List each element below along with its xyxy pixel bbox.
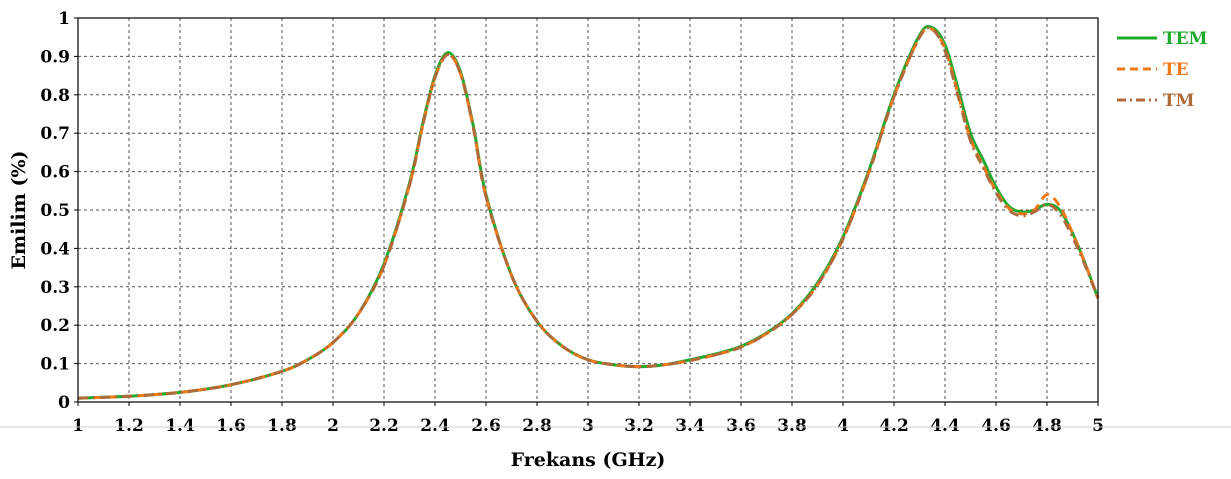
plot-grid [78,18,1098,402]
x-tick-label: 1 [72,416,84,436]
y-tick-label: 0.4 [40,239,70,259]
x-tick-label: 3.4 [675,416,705,436]
x-tick-label: 3.2 [624,416,654,436]
y-tick-label: 0.7 [40,124,70,144]
x-tick-label: 4.4 [930,416,960,436]
x-tick-label: 1.4 [165,416,195,436]
x-tick-label: 4.6 [981,416,1011,436]
y-tick-label: 0 [58,393,70,413]
x-tick-label: 2.8 [522,416,552,436]
x-tick-label: 1.8 [267,416,297,436]
legend-label-tem: TEM [1163,29,1208,49]
x-tick-label: 4 [837,416,849,436]
legend: TEM TE TM [1117,29,1208,111]
y-tick-label: 0.8 [40,86,70,106]
x-tick-label: 3 [582,416,594,436]
y-tick-label: 0.3 [40,278,70,298]
x-axis-title: Frekans (GHz) [511,449,666,471]
x-axis-ticks: 1 1.2 1.4 1.6 1.8 2 2.2 2.4 2.6 2.8 3 3.2 3.4 3.6 3.8 4… [72,402,1104,436]
x-tick-label: 3.6 [726,416,756,436]
y-axis-title: Emilim (%) [8,151,30,270]
y-tick-label: 0.5 [40,201,70,221]
legend-label-te: TE [1163,60,1189,80]
y-tick-label: 0.2 [40,316,70,336]
x-tick-label: 1.6 [216,416,246,436]
x-tick-label: 2.6 [471,416,501,436]
x-tick-label: 2 [327,416,339,436]
x-tick-label: 3.8 [777,416,807,436]
x-tick-label: 2.2 [369,416,399,436]
x-tick-label: 1.2 [114,416,144,436]
series-line-tm [77,26,1100,400]
legend-label-tm: TM [1163,91,1195,111]
x-tick-label: 2.4 [420,416,450,436]
x-tick-label: 5 [1092,416,1104,436]
x-tick-label: 4.8 [1032,416,1062,436]
series-layer [77,24,1100,400]
y-tick-label: 0.9 [40,47,70,67]
y-axis-ticks: 0 0.1 0.2 0.3 0.4 0.5 0.6 0.7 0.8 0.9 1 [40,9,78,413]
y-tick-label: 0.1 [40,355,70,375]
y-tick-label: 0.6 [40,163,70,183]
y-tick-label: 1 [58,9,70,29]
x-tick-label: 4.2 [879,416,909,436]
